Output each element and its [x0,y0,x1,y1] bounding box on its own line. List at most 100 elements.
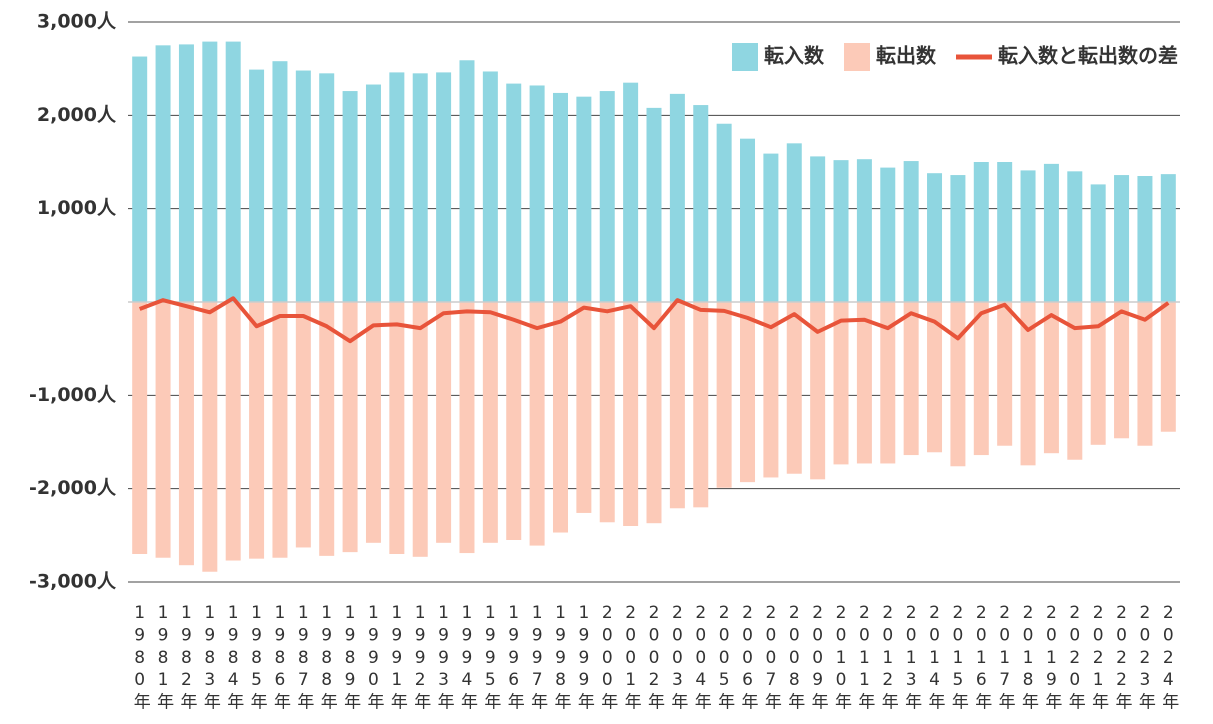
x-tick-label: 2008年 [784,603,805,712]
bar [319,73,335,302]
legend-label: 転出数 [876,44,937,68]
bar [997,302,1013,446]
bar [459,302,475,554]
bar [716,302,732,488]
bar [576,302,592,513]
bar [295,70,311,303]
bar [365,302,381,543]
bar [903,161,919,302]
x-tick-label: 1981年 [153,603,174,712]
bar [786,302,802,474]
x-tick-label: 2014年 [925,603,946,712]
bar [529,85,545,302]
bar [459,60,475,303]
bar [973,302,989,456]
x-tick-label: 2020年 [1065,603,1086,712]
x-tick-label: 2019年 [1041,603,1062,712]
bar [833,160,849,302]
bar [342,302,358,553]
x-tick-label: 1993年 [434,603,455,712]
bar [1020,170,1036,302]
bar [1090,184,1106,302]
bar [295,302,311,548]
legend-swatch [732,43,758,71]
bar [740,138,756,302]
y-tick-label: -2,000人 [29,477,117,499]
x-tick-label: 2022年 [1112,603,1133,712]
bar [1137,302,1153,446]
bar [810,302,826,480]
bar [249,302,265,559]
bar [646,302,662,524]
bar [716,123,732,302]
bar [1114,175,1130,302]
bar [856,302,872,464]
x-tick-label: 2023年 [1135,603,1156,712]
x-tick-label: 2016年 [971,603,992,712]
x-tick-label: 2004年 [691,603,712,712]
bar [342,91,358,302]
x-tick-label: 1996年 [504,603,525,712]
bar [903,302,919,456]
x-tick-label: 1983年 [200,603,221,712]
bar [669,302,685,509]
bar [623,82,639,303]
x-tick-label: 2010年 [831,603,852,712]
bar [249,69,265,302]
x-tick-label: 1988年 [317,603,338,712]
bar [693,302,709,508]
bar [599,302,615,523]
x-tick-label: 1986年 [270,603,291,712]
x-tick-label: 2006年 [738,603,759,712]
bar [693,105,709,302]
bar [132,302,148,554]
x-tick-label: 1985年 [247,603,268,712]
bar [880,167,896,302]
x-tick-label: 2024年 [1158,603,1179,712]
x-tick-label: 1982年 [176,603,197,712]
bar [178,302,194,566]
bar [319,302,335,556]
bar [552,92,568,302]
bar [880,302,896,464]
x-tick-label: 1997年 [527,603,548,712]
bar [272,302,288,558]
x-tick-label: 1994年 [457,603,478,712]
x-tick-label: 1980年 [130,603,151,712]
x-tick-label: 2013年 [901,603,922,712]
x-tick-label: 2007年 [761,603,782,712]
bar [552,302,568,533]
bar [950,175,966,302]
x-tick-label: 1989年 [340,603,361,712]
bar [646,107,662,302]
bar [482,71,498,302]
x-tick-label: 2001年 [621,603,642,712]
x-tick-label: 2021年 [1088,603,1109,712]
bar [1160,174,1176,302]
bar [202,302,218,572]
legend-swatch [844,43,870,71]
bar [132,56,148,303]
x-tick-label: 1990年 [363,603,384,712]
x-tick-label: 1984年 [223,603,244,712]
bar [833,302,849,465]
bar [1090,302,1106,445]
bar [202,41,218,302]
legend-label: 転入数 [764,44,825,68]
bar [1067,302,1083,460]
bar [436,72,452,303]
bar [623,302,639,526]
bar [389,72,405,303]
bar [1043,163,1059,302]
bar [412,73,428,302]
y-tick-label: 2,000人 [37,104,117,126]
bar [997,162,1013,302]
x-tick-label: 2017年 [995,603,1016,712]
x-tick-label: 2015年 [948,603,969,712]
bar [786,143,802,302]
bar [973,162,989,302]
y-tick-label: -1,000人 [29,384,117,406]
x-tick-label: 2012年 [878,603,899,712]
bar [927,173,943,302]
